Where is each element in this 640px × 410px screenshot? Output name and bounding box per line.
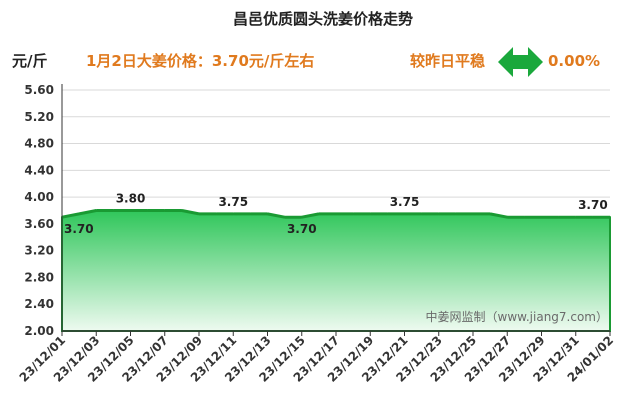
data-labels: 3.70 3.80 3.75 3.70 3.75 3.70	[64, 192, 608, 237]
price-headline: 1月2日大姜价格：3.70元/斤左右	[86, 52, 314, 70]
series-line-segment	[61, 212, 80, 219]
area-series	[61, 209, 611, 332]
double-arrow-icon	[498, 47, 543, 77]
chart-title: 昌邑优质圆头洗姜价格走势	[233, 10, 413, 28]
change-label: 较昨日平稳	[410, 52, 485, 70]
y-tick-label: 4.40	[24, 163, 54, 177]
data-label: 3.80	[116, 192, 146, 206]
data-label: 3.75	[390, 195, 420, 209]
data-label: 3.75	[218, 195, 248, 209]
y-tick-label: 2.80	[24, 270, 54, 284]
y-tick-label: 3.60	[24, 217, 54, 231]
x-axis-ticks: 23/12/0123/12/0323/12/0523/12/0723/12/09…	[17, 331, 616, 385]
series-line-segment	[78, 209, 97, 216]
y-tick-label: 5.60	[24, 83, 54, 97]
y-tick-label: 3.20	[24, 244, 54, 258]
series-line-segment	[267, 212, 285, 219]
y-tick-label: 5.20	[24, 110, 54, 124]
change-value: 0.00%	[548, 52, 600, 70]
watermark: 中姜网监制（www.jiang7.com）	[426, 309, 608, 324]
series-line-segment	[301, 212, 320, 219]
series-line-segment	[489, 212, 508, 219]
series-line-segment	[181, 209, 200, 216]
data-label: 3.70	[578, 198, 608, 212]
data-label: 3.70	[287, 222, 317, 236]
y-tick-label: 2.00	[24, 324, 54, 338]
y-tick-label: 2.40	[24, 297, 54, 311]
y-axis-ticks: 5.60 5.20 4.80 4.40 4.00 3.60 3.20 2.80 2.40 2.00	[24, 83, 54, 338]
y-tick-label: 4.80	[24, 137, 54, 151]
unit-label: 元/斤	[12, 52, 47, 70]
y-tick-label: 4.00	[24, 190, 54, 204]
data-label: 3.70	[64, 222, 94, 236]
